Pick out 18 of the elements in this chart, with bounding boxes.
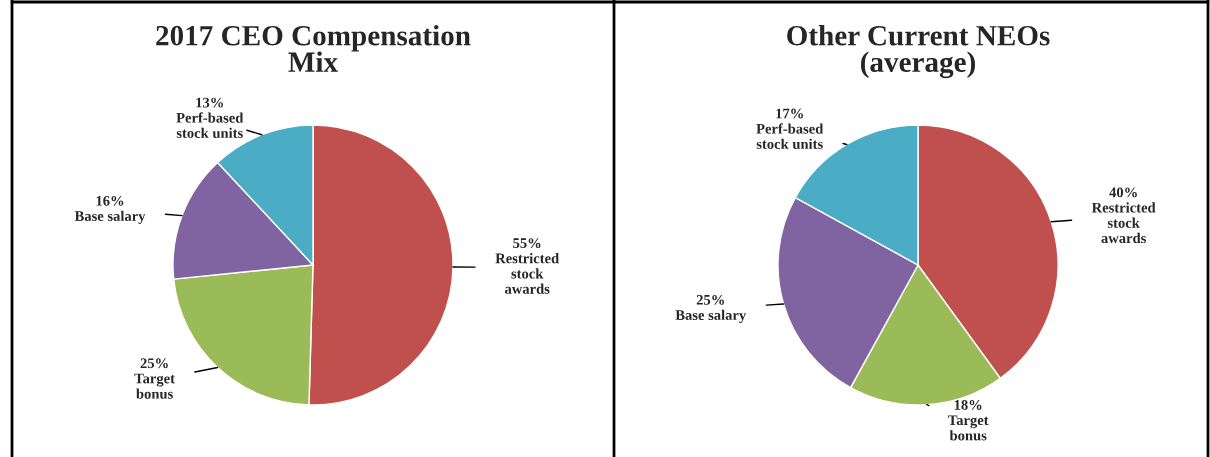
chart-title: Other Current NEOs (average) [787, 25, 1050, 79]
slice-label: Restricted stock awards [1091, 202, 1156, 244]
data-label: 40% [1109, 187, 1137, 198]
slice-label: Restricted stock awards [495, 253, 559, 294]
data-label: 18% [954, 399, 982, 410]
data-label: 55% [513, 238, 541, 249]
data-label: 25% [140, 358, 168, 369]
chart-title: 2017 CEO Compensation Mix [156, 25, 471, 72]
slice-label: Perf-based stock units [176, 112, 244, 139]
data-label: 13% [196, 97, 223, 108]
data-label: 25% [696, 294, 724, 305]
slice-label: Target bonus [134, 373, 175, 399]
slice-label: Target bonus [948, 415, 989, 441]
slice-label: Perf-based stock units [756, 123, 824, 149]
slice-label: Base salary [74, 210, 146, 224]
data-label: 16% [96, 195, 124, 206]
slice-label: Base salary [675, 309, 747, 323]
data-label: 17% [776, 108, 803, 119]
